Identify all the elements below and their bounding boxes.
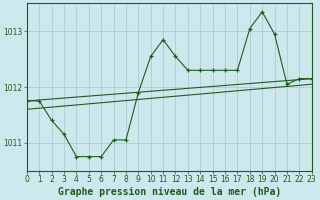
X-axis label: Graphe pression niveau de la mer (hPa): Graphe pression niveau de la mer (hPa) [58,186,281,197]
